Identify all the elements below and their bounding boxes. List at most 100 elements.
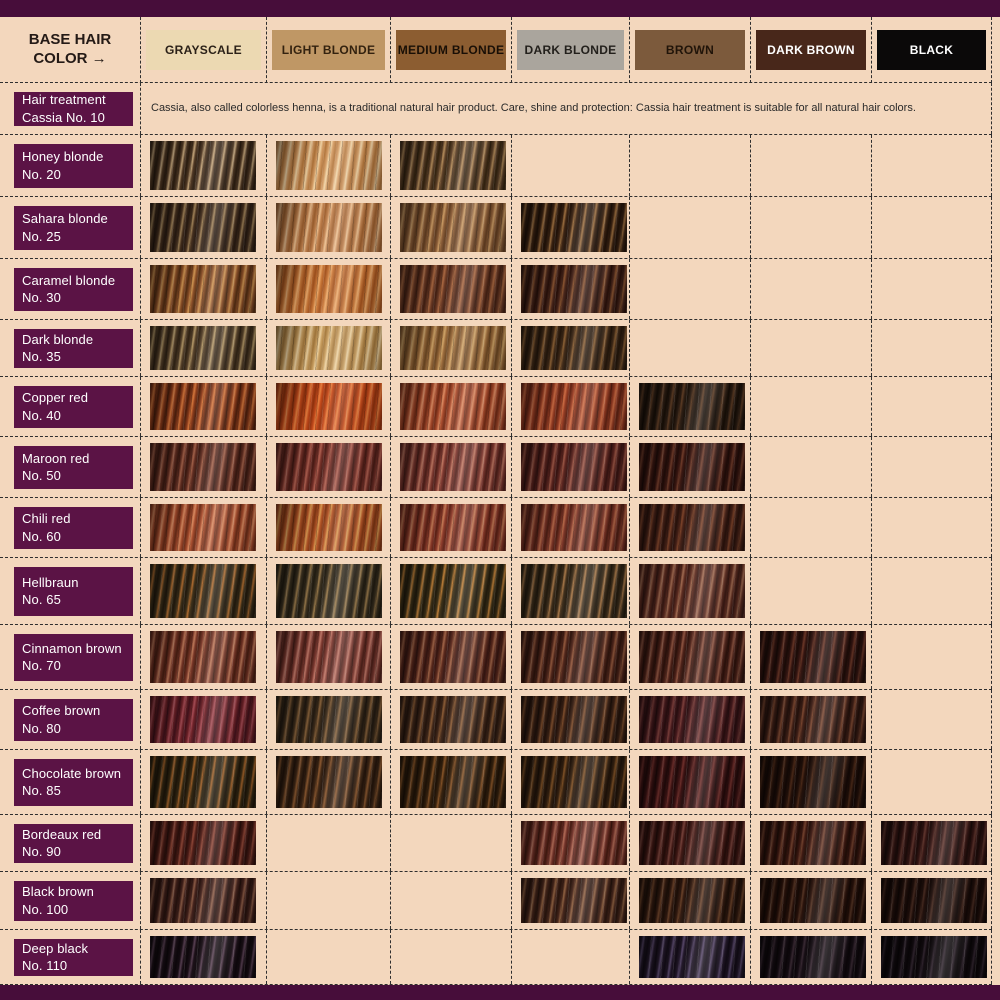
hair-swatch-sahara-blonde-dark-blonde bbox=[521, 203, 627, 252]
grid-cell-copper-red-black bbox=[871, 377, 992, 436]
grid-cell-deep-black-dark-blonde bbox=[511, 930, 629, 984]
hair-swatch-black-brown-dark-blonde bbox=[521, 878, 627, 923]
column-header-dark-brown: DARK BROWN bbox=[756, 30, 866, 70]
row-label-line2: Cassia No. 10 bbox=[22, 109, 105, 125]
grid-cell-maroon-red-grayscale bbox=[140, 437, 266, 497]
grid-cell-deep-black-light-blonde bbox=[266, 930, 390, 984]
grid-cell-chocolate-brown-black bbox=[871, 750, 992, 814]
label-column: Sahara blonde No. 25 bbox=[0, 197, 140, 258]
grid-cell-chili-red-light-blonde bbox=[266, 498, 390, 557]
grid-cell-caramel-blonde-grayscale bbox=[140, 259, 266, 319]
grid-cell-cinnamon-brown-dark-blonde bbox=[511, 625, 629, 689]
hair-swatch-maroon-red-light-blonde bbox=[276, 443, 382, 491]
row-label-line1: Copper red bbox=[22, 390, 89, 406]
row-chili-red: Chili red No. 60 bbox=[0, 498, 992, 558]
hair-swatch-bordeaux-red-dark-blonde bbox=[521, 821, 627, 865]
grid-cell-coffee-brown-black bbox=[871, 690, 992, 749]
row-label-black-brown: Black brown No. 100 bbox=[14, 880, 133, 921]
label-column: Chili red No. 60 bbox=[0, 498, 140, 557]
hair-swatch-cinnamon-brown-medium-blonde bbox=[400, 631, 506, 683]
row-label-line1: Chili red bbox=[22, 511, 71, 527]
row-deep-black: Deep black No. 110 bbox=[0, 930, 992, 985]
grid-cell-copper-red-light-blonde bbox=[266, 377, 390, 436]
hair-swatch-hellbraun-medium-blonde bbox=[400, 564, 506, 618]
row-label-copper-red: Copper red No. 40 bbox=[14, 385, 133, 428]
label-column: Dark blonde No. 35 bbox=[0, 320, 140, 376]
grid-cell-hellbraun-dark-brown bbox=[750, 558, 871, 624]
grid-cell-chili-red-dark-blonde bbox=[511, 498, 629, 557]
grid-cell-sahara-blonde-grayscale bbox=[140, 197, 266, 258]
grid-cell-cinnamon-brown-medium-blonde bbox=[390, 625, 511, 689]
column-header-brown: BROWN bbox=[635, 30, 745, 70]
grid-cell-chili-red-medium-blonde bbox=[390, 498, 511, 557]
row-label-line2: No. 85 bbox=[22, 783, 61, 798]
hair-swatch-chili-red-medium-blonde bbox=[400, 504, 506, 551]
hair-swatch-hellbraun-light-blonde bbox=[276, 564, 382, 618]
row-label-caramel-blonde: Caramel blonde No. 30 bbox=[14, 267, 133, 311]
row-hellbraun: Hellbraun No. 65 bbox=[0, 558, 992, 625]
grid-cell-sahara-blonde-medium-blonde bbox=[390, 197, 511, 258]
hair-swatch-copper-red-dark-blonde bbox=[521, 383, 627, 430]
hair-swatch-chocolate-brown-dark-brown bbox=[760, 756, 866, 808]
base-hair-color-heading: BASE HAIR COLOR → bbox=[28, 30, 112, 67]
header-row: BASE HAIR COLOR → GRAYSCALE LIGHT BLONDE M… bbox=[0, 17, 992, 83]
grid-cell-bordeaux-red-dark-brown bbox=[750, 815, 871, 871]
hair-swatch-deep-black-dark-brown bbox=[760, 936, 866, 978]
label-column: Hellbraun No. 65 bbox=[0, 558, 140, 624]
row-copper-red: Copper red No. 40 bbox=[0, 377, 992, 437]
grid-cell-sahara-blonde-dark-blonde bbox=[511, 197, 629, 258]
grid-cell-dark-blonde-grayscale bbox=[140, 320, 266, 376]
grid-cell-honey-blonde-dark-blonde bbox=[511, 135, 629, 196]
row-label-coffee-brown: Coffee brown No. 80 bbox=[14, 698, 133, 741]
label-column: Hair treatment Cassia No. 10 bbox=[0, 83, 140, 134]
label-column: Caramel blonde No. 30 bbox=[0, 259, 140, 319]
grid-cell-deep-black-black bbox=[871, 930, 992, 984]
column-header-cell-brown: BROWN bbox=[629, 17, 750, 83]
grid-cell-honey-blonde-light-blonde bbox=[266, 135, 390, 196]
grid-cell-bordeaux-red-black bbox=[871, 815, 992, 871]
grid-cell-hellbraun-medium-blonde bbox=[390, 558, 511, 624]
treatment-rows: Honey blonde No. 20 Sahara blonde No. 25 Car… bbox=[0, 135, 992, 985]
hair-swatch-maroon-red-medium-blonde bbox=[400, 443, 506, 491]
column-header-cell-grayscale: GRAYSCALE bbox=[140, 17, 266, 83]
hair-swatch-dark-blonde-light-blonde bbox=[276, 326, 382, 370]
row-label-line2: No. 60 bbox=[22, 528, 61, 544]
hair-swatch-deep-black-brown bbox=[639, 936, 745, 978]
hair-swatch-caramel-blonde-light-blonde bbox=[276, 265, 382, 313]
row-label-cinnamon-brown: Cinnamon brown No. 70 bbox=[14, 633, 133, 681]
grid-cell-honey-blonde-medium-blonde bbox=[390, 135, 511, 196]
row-cinnamon-brown: Cinnamon brown No. 70 bbox=[0, 625, 992, 690]
grid-cell-chili-red-dark-brown bbox=[750, 498, 871, 557]
hair-swatch-sahara-blonde-light-blonde bbox=[276, 203, 382, 252]
grid-cell-chili-red-grayscale bbox=[140, 498, 266, 557]
label-column: Cinnamon brown No. 70 bbox=[0, 625, 140, 689]
grid-cell-sahara-blonde-light-blonde bbox=[266, 197, 390, 258]
hair-swatch-hellbraun-dark-blonde bbox=[521, 564, 627, 618]
row-label-maroon-red: Maroon red No. 50 bbox=[14, 445, 133, 489]
row-honey-blonde: Honey blonde No. 20 bbox=[0, 135, 992, 197]
row-label-dark-blonde: Dark blonde No. 35 bbox=[14, 328, 133, 368]
grid-cell-dark-blonde-light-blonde bbox=[266, 320, 390, 376]
grid-cell-honey-blonde-grayscale bbox=[140, 135, 266, 196]
grid-cell-cinnamon-brown-dark-brown bbox=[750, 625, 871, 689]
grid-cell-maroon-red-black bbox=[871, 437, 992, 497]
row-label-line2: No. 80 bbox=[22, 720, 61, 736]
grid-cell-caramel-blonde-light-blonde bbox=[266, 259, 390, 319]
hair-swatch-coffee-brown-grayscale bbox=[150, 696, 256, 743]
grid-cell-coffee-brown-dark-brown bbox=[750, 690, 871, 749]
grid-cell-sahara-blonde-dark-brown bbox=[750, 197, 871, 258]
row-label-line2: No. 90 bbox=[22, 844, 61, 859]
grid-cell-black-brown-dark-blonde bbox=[511, 872, 629, 929]
grid-cell-cinnamon-brown-light-blonde bbox=[266, 625, 390, 689]
row-label-chocolate-brown: Chocolate brown No. 85 bbox=[14, 758, 133, 806]
hair-swatch-chocolate-brown-dark-blonde bbox=[521, 756, 627, 808]
grid-cell-maroon-red-brown bbox=[629, 437, 750, 497]
hair-swatch-black-brown-black bbox=[881, 878, 987, 923]
hair-swatch-chili-red-dark-blonde bbox=[521, 504, 627, 551]
row-label-line1: Bordeaux red bbox=[22, 826, 102, 842]
row-label-line2: No. 25 bbox=[22, 228, 61, 244]
column-header-light-blonde: LIGHT BLONDE bbox=[272, 30, 385, 70]
grid-cell-coffee-brown-brown bbox=[629, 690, 750, 749]
grid-cell-black-brown-brown bbox=[629, 872, 750, 929]
hair-swatch-maroon-red-dark-blonde bbox=[521, 443, 627, 491]
